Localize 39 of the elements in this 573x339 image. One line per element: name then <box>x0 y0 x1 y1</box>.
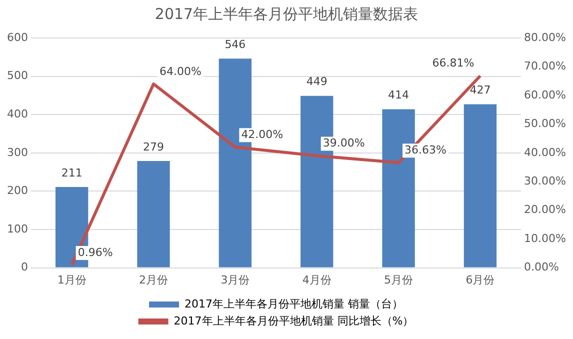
x-tick-label: 2月份 <box>139 273 168 286</box>
data-label: 66.81% <box>432 56 474 70</box>
y2-tick-label: 60.00% <box>524 88 566 102</box>
y-tick-label: 500 <box>6 69 28 82</box>
y2-tick-label: 20.00% <box>524 203 566 216</box>
legend-label: 2017年上半年各月份平地机销量 销量（台） <box>184 297 404 310</box>
y-tick-label: 600 <box>6 30 28 44</box>
y-tick-label: 300 <box>6 146 28 159</box>
data-label: 449 <box>306 75 328 88</box>
y2-tick-label: 0.00% <box>524 260 560 274</box>
y-tick-label: 0 <box>20 260 28 274</box>
y2-tick-label: 30.00% <box>524 174 566 188</box>
data-label: 546 <box>224 38 246 52</box>
data-label: 42.00% <box>241 128 284 142</box>
chart-title: 2017年上半年各月份平地机销量数据表 <box>154 4 418 23</box>
y-tick-label: 100 <box>6 222 28 236</box>
y2-tick-label: 80.00% <box>524 30 566 44</box>
x-tick-label: 6月份 <box>466 273 495 286</box>
x-tick-label: 1月份 <box>57 273 86 286</box>
x-tick-label: 5月份 <box>384 273 414 286</box>
bar <box>464 104 497 268</box>
y2-tick-label: 70.00% <box>524 60 566 73</box>
x-tick-label: 3月份 <box>220 273 250 286</box>
y2-tick-label: 10.00% <box>524 232 566 245</box>
y-tick-label: 200 <box>6 184 28 198</box>
y2-tick-label: 40.00% <box>524 146 566 159</box>
data-label: 414 <box>388 88 410 102</box>
legend-label: 2017年上半年各月份平地机销量 同比增长（%） <box>174 314 414 328</box>
data-label: 211 <box>61 166 82 180</box>
bar <box>137 160 170 268</box>
y-tick-label: 400 <box>6 107 28 120</box>
data-label: 279 <box>143 140 164 154</box>
data-label: 39.00% <box>322 136 365 150</box>
data-label: 427 <box>470 84 491 97</box>
data-label: 64.00% <box>160 64 202 78</box>
y2-tick-label: 50.00% <box>524 117 566 130</box>
x-tick-label: 4月份 <box>302 273 332 286</box>
data-label: 36.63% <box>404 143 446 156</box>
data-label: 0.96% <box>78 246 113 259</box>
